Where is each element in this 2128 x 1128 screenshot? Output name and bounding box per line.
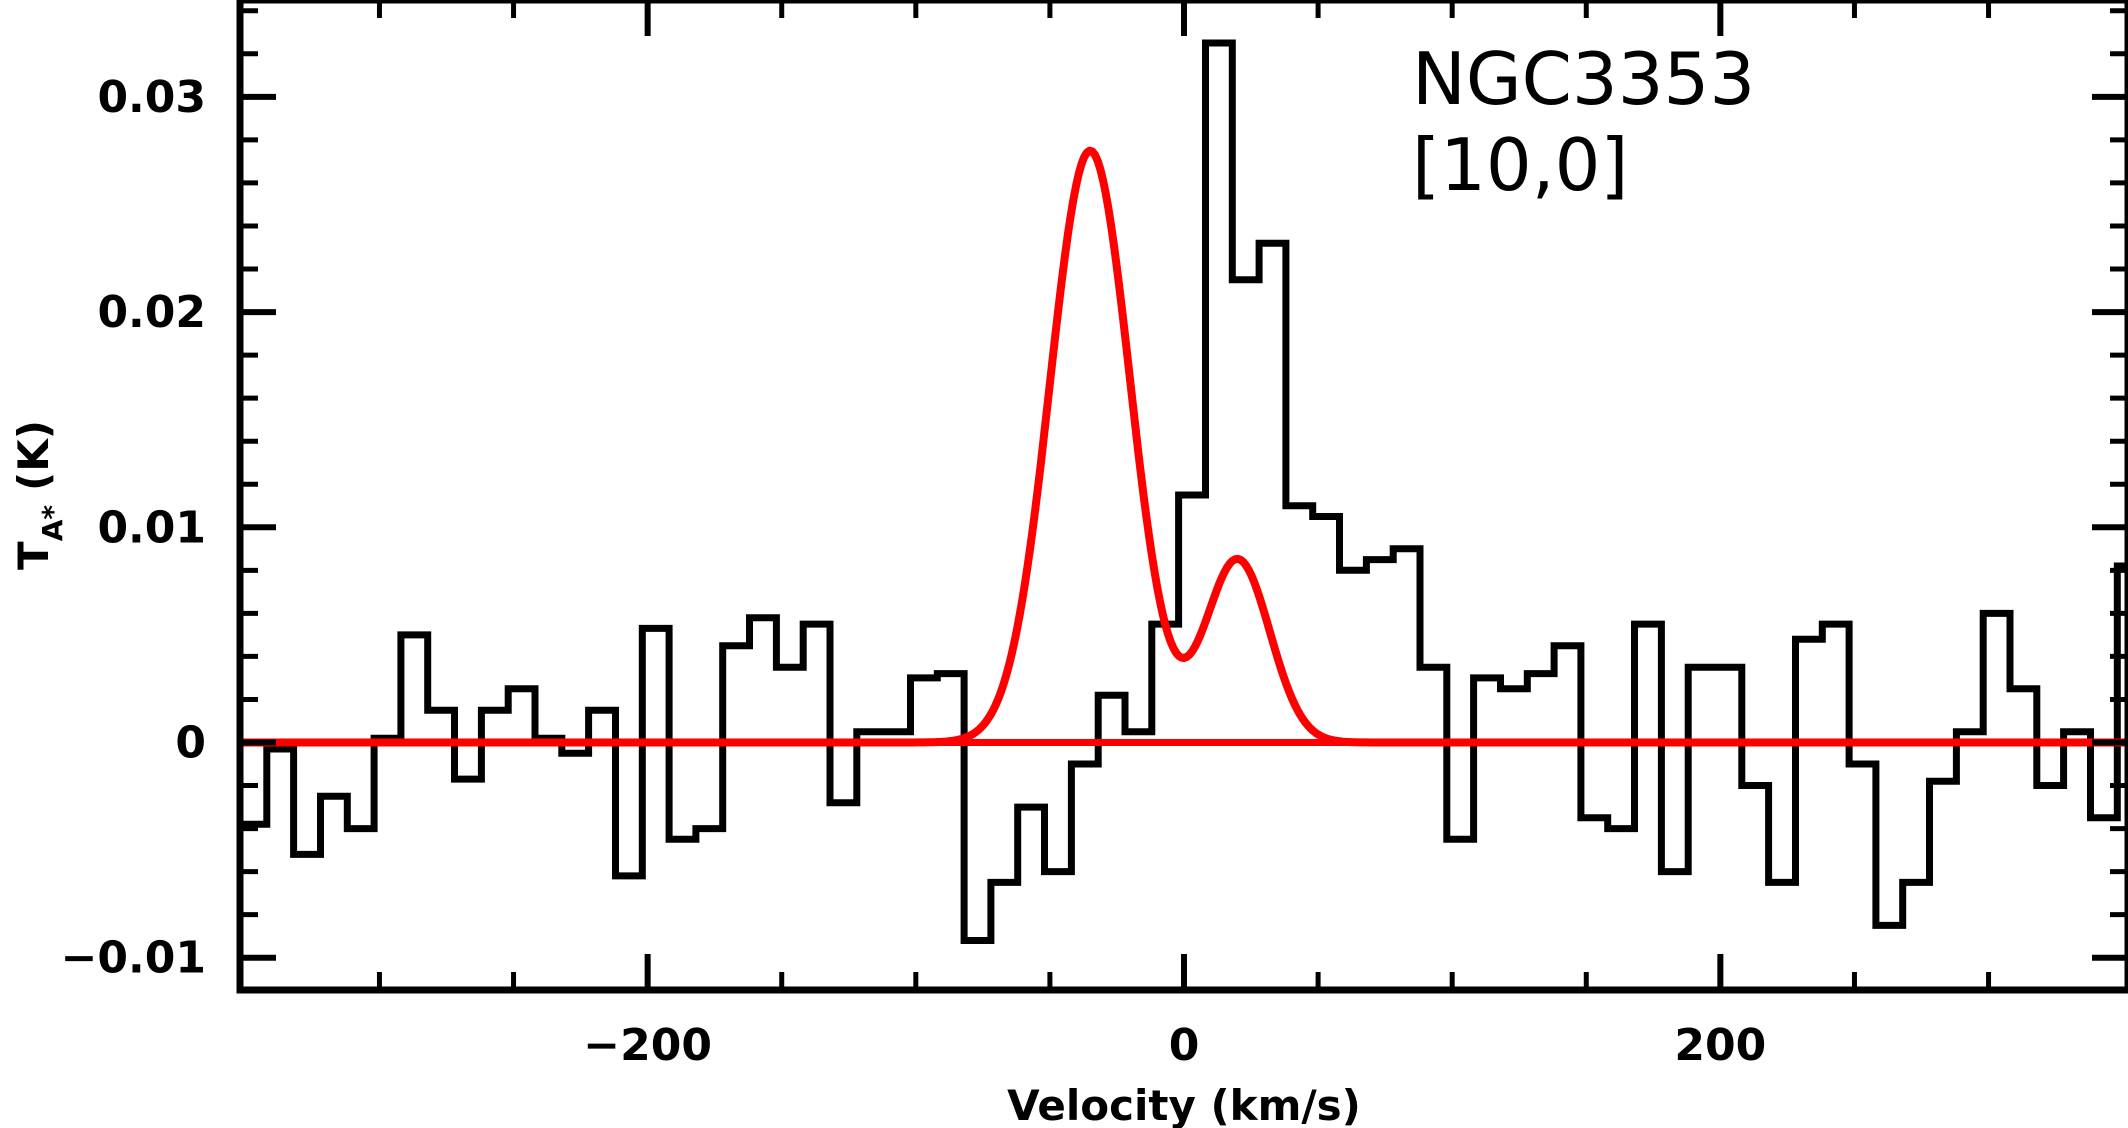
spectrum-line <box>240 39 2128 944</box>
gaussian-fit-line <box>238 146 2128 747</box>
fit-layer <box>238 146 2128 747</box>
y-axis-title-unit: (K) <box>9 420 58 491</box>
y-tick-label: 0 <box>175 718 206 769</box>
y-tick-label: 0.02 <box>97 287 206 338</box>
y-axis-title-subscript: A* <box>36 505 69 542</box>
x-tick-label: 200 <box>1674 1020 1766 1071</box>
plot-frame <box>236 0 2128 994</box>
y-tick-label: −0.01 <box>61 933 206 984</box>
svg-text:TA*(K): TA* (K) <box>9 420 69 570</box>
y-axis-title-symbol: T <box>9 541 58 570</box>
spectrum-layer <box>240 39 2128 944</box>
labels-layer: −200 0 200 −0.01 0 0.01 0.02 0.03 <box>61 72 1767 1071</box>
x-tick-label: 0 <box>1169 1020 1200 1071</box>
x-axis-title: Velocity (km/s) <box>1007 1081 1361 1128</box>
y-axis-title: TA* (K) <box>9 420 69 570</box>
y-tick-label: 0.01 <box>97 502 206 553</box>
annotation-galaxy-name: NGC3353 <box>1412 37 1755 121</box>
annotation-position: [10,0] <box>1412 123 1629 207</box>
x-tick-label: −200 <box>583 1020 712 1071</box>
y-tick-label: 0.03 <box>97 72 206 123</box>
